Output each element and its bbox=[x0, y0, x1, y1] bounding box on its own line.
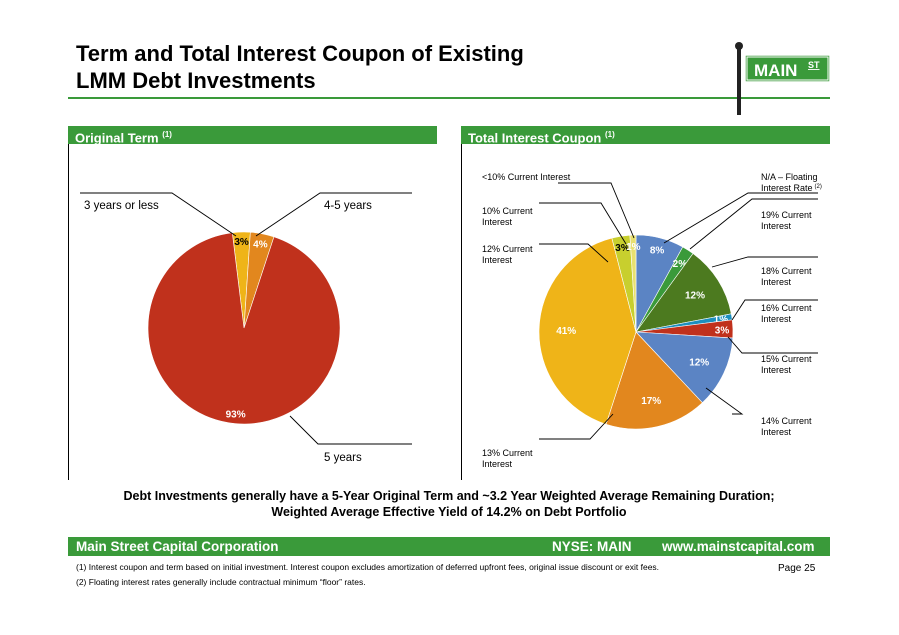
page-title: Term and Total Interest Coupon of Existi… bbox=[76, 40, 596, 94]
coupon-category-label-3-line-2: Interest bbox=[761, 314, 792, 324]
logo-sign bbox=[744, 54, 831, 83]
chart-labels: 3 years or less 4-5 years 5 years <10% Curr… bbox=[84, 172, 822, 469]
footer-bar: Main Street Capital Corporation NYSE: MA… bbox=[68, 537, 830, 556]
term-value-label-2: 93% bbox=[226, 410, 246, 421]
tagline-line-2: Weighted Average Effective Yield of 14.2… bbox=[271, 505, 627, 519]
coupon-category-label-6-line-1: 13% Current bbox=[482, 448, 533, 458]
coupon-leader-0 bbox=[663, 192, 818, 244]
coupon-category-label-3-line-1: 16% Current bbox=[761, 303, 812, 313]
coupon-leader-9 bbox=[558, 182, 635, 239]
footer-company: Main Street Capital Corporation bbox=[76, 539, 279, 554]
logo-pole bbox=[737, 48, 741, 115]
coupon-category-label-7-line-1: 12% Current bbox=[482, 244, 533, 254]
footer-ticker: NYSE: MAIN bbox=[552, 539, 632, 554]
title-line-2: LMM Debt Investments bbox=[76, 68, 316, 93]
coupon-slice-7 bbox=[538, 237, 637, 425]
coupon-leader-1 bbox=[689, 198, 818, 250]
logo-pole-cap bbox=[735, 42, 743, 50]
title-divider bbox=[68, 97, 830, 99]
main-street-logo: MAIN ST bbox=[735, 42, 831, 115]
coupon-category-label-0-line-2: Interest Rate (2) bbox=[761, 183, 822, 193]
title-line-1: Term and Total Interest Coupon of Existi… bbox=[76, 41, 524, 66]
term-slice-2 bbox=[147, 232, 341, 425]
term-leader-2 bbox=[289, 415, 412, 445]
coupon-value-label-8: 3% bbox=[615, 243, 630, 254]
coupon-category-label-4-line-1: 15% Current bbox=[761, 354, 812, 364]
footnote-1: (1) Interest coupon and term based on in… bbox=[76, 562, 660, 572]
footer-website[interactable]: www.mainstcapital.com bbox=[662, 539, 815, 554]
term-leader-0 bbox=[80, 192, 237, 237]
coupon-category-label-1-line-2: Interest bbox=[761, 221, 792, 231]
page-number: Page 25 bbox=[778, 563, 816, 574]
interest-coupon-footnote-ref: (1) bbox=[605, 130, 615, 139]
coupon-category-label-2-line-1: 18% Current bbox=[761, 266, 812, 276]
coupon-leader-3 bbox=[731, 299, 818, 321]
coupon-category-label-1-line-1: 19% Current bbox=[761, 210, 812, 220]
coupon-category-label-7-line-2: Interest bbox=[482, 255, 513, 265]
coupon-leader-8 bbox=[539, 202, 627, 245]
coupon-category-label-8-line-1: 10% Current bbox=[482, 206, 533, 216]
term-leader-1 bbox=[255, 192, 412, 237]
coupon-category-label-6-line-2: Interest bbox=[482, 459, 513, 469]
left-panel-border bbox=[68, 144, 69, 480]
tagline-line-1: Debt Investments generally have a 5-Year… bbox=[123, 489, 775, 503]
logo-text: MAIN bbox=[754, 61, 797, 80]
original-term-header: Original Term (1) bbox=[68, 126, 437, 146]
coupon-leader-2 bbox=[711, 256, 818, 268]
interest-coupon-header: Total Interest Coupon (1) bbox=[461, 126, 830, 146]
term-value-label-1: 4% bbox=[253, 240, 268, 251]
coupon-category-label-9-line-1: <10% Current Interest bbox=[482, 172, 571, 182]
coupon-category-label-0-line-1: N/A – Floating bbox=[761, 172, 818, 182]
coupon-value-label-2: 12% bbox=[685, 291, 705, 302]
coupon-value-label-0: 8% bbox=[650, 246, 665, 257]
coupon-leader-4 bbox=[727, 336, 818, 354]
coupon-leader-7 bbox=[539, 243, 609, 263]
right-panel-border bbox=[461, 144, 462, 480]
coupon-slice-6 bbox=[605, 331, 703, 430]
coupon-category-label-8-line-2: Interest bbox=[482, 217, 513, 227]
coupon-category-label-0-ref: (2) bbox=[815, 184, 822, 190]
term-category-label-1: 4-5 years bbox=[324, 200, 372, 212]
coupon-slice-5 bbox=[635, 331, 734, 404]
footnote-2: (2) Floating interest rates generally in… bbox=[76, 577, 366, 587]
coupon-value-label-3: 1% bbox=[714, 315, 729, 326]
summary-tagline: Debt Investments generally have a 5-Year… bbox=[68, 488, 830, 520]
term-value-label-0: 3% bbox=[234, 237, 249, 248]
coupon-value-label-7: 41% bbox=[556, 326, 576, 337]
coupon-value-label-9: 1% bbox=[626, 242, 641, 253]
original-term-pie: 3% 4% 93% bbox=[147, 231, 341, 425]
term-category-label-2: 5 years bbox=[324, 452, 362, 464]
term-category-label-0: 3 years or less bbox=[84, 200, 159, 212]
logo-superscript: ST bbox=[808, 60, 820, 70]
coupon-leader-5 bbox=[705, 387, 744, 415]
coupon-value-label-4: 3% bbox=[715, 325, 730, 336]
coupon-category-label-5-line-2: Interest bbox=[761, 427, 792, 437]
coupon-leader-6 bbox=[539, 413, 614, 440]
coupon-value-label-1: 2% bbox=[673, 259, 688, 270]
coupon-category-label-5-line-1: 14% Current bbox=[761, 416, 812, 426]
interest-coupon-title: Total Interest Coupon bbox=[468, 130, 602, 146]
coupon-slice-2 bbox=[635, 253, 732, 333]
coupon-category-label-2-line-2: Interest bbox=[761, 277, 792, 287]
original-term-title: Original Term bbox=[75, 130, 159, 146]
coupon-value-label-5: 12% bbox=[689, 358, 709, 369]
coupon-value-label-6: 17% bbox=[641, 396, 661, 407]
coupon-category-label-4-line-2: Interest bbox=[761, 365, 792, 375]
logo-sign-border bbox=[746, 56, 829, 81]
original-term-footnote-ref: (1) bbox=[162, 130, 172, 139]
interest-coupon-pie: 8%2%12%1%3%12%17%41%3%1% bbox=[538, 234, 734, 430]
leader-lines bbox=[80, 182, 818, 445]
